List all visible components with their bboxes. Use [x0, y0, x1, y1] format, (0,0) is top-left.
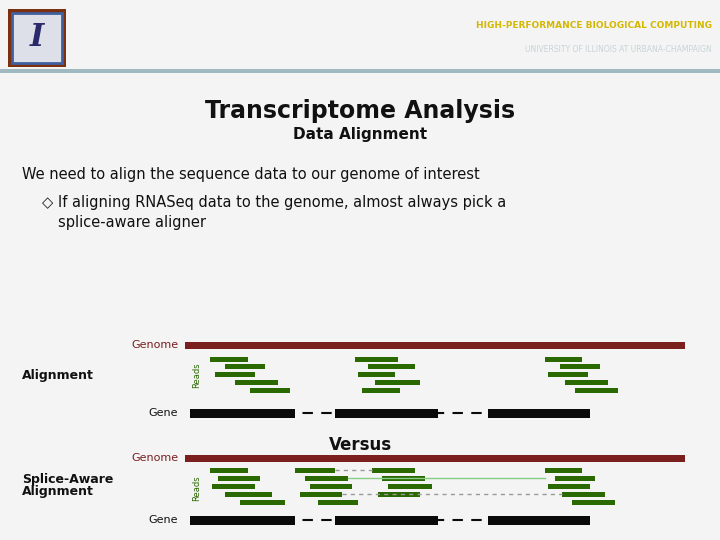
Bar	[545, 356, 582, 361]
Bar	[185, 341, 685, 348]
Text: Gene: Gene	[148, 515, 178, 525]
Bar	[218, 476, 260, 481]
Bar	[378, 491, 420, 496]
Text: Reads: Reads	[192, 362, 202, 388]
Bar	[575, 388, 618, 393]
Bar	[0, 69, 720, 73]
Bar	[555, 476, 595, 481]
Bar	[190, 516, 295, 524]
Text: If aligning RNASeq data to the genome, almost always pick a: If aligning RNASeq data to the genome, a…	[58, 195, 506, 211]
Bar	[562, 491, 605, 496]
Bar	[250, 388, 290, 393]
Text: HIGH-PERFORMANCE BIOLOGICAL COMPUTING: HIGH-PERFORMANCE BIOLOGICAL COMPUTING	[476, 21, 712, 30]
Bar	[375, 380, 420, 384]
Bar	[358, 372, 395, 376]
Bar	[235, 380, 278, 384]
Bar	[305, 476, 348, 481]
Text: UNIVERSITY OF ILLINOIS AT URBANA-CHAMPAIGN: UNIVERSITY OF ILLINOIS AT URBANA-CHAMPAI…	[526, 45, 712, 54]
Bar	[210, 468, 248, 472]
Text: splice-aware aligner: splice-aware aligner	[58, 215, 206, 231]
Bar	[335, 408, 438, 417]
Bar	[565, 380, 608, 384]
Bar	[545, 468, 582, 472]
Bar	[368, 363, 415, 368]
Bar	[560, 363, 600, 368]
Bar	[240, 500, 285, 504]
Bar	[335, 516, 438, 524]
Bar	[8, 9, 66, 67]
Bar	[362, 388, 400, 393]
Text: Versus: Versus	[328, 436, 392, 454]
Bar	[388, 483, 432, 489]
Bar	[12, 13, 62, 63]
Text: Transcriptome Analysis: Transcriptome Analysis	[205, 99, 515, 123]
Bar	[185, 455, 685, 462]
Text: Reads: Reads	[192, 475, 202, 501]
Bar	[300, 491, 342, 496]
Bar	[210, 356, 248, 361]
Bar	[572, 500, 615, 504]
Bar	[190, 408, 295, 417]
Bar	[215, 372, 255, 376]
Text: We need to align the sequence data to our genome of interest: We need to align the sequence data to ou…	[22, 167, 480, 183]
Text: I: I	[30, 23, 44, 53]
Text: Splice-Aware: Splice-Aware	[22, 474, 113, 487]
Bar	[318, 500, 358, 504]
Bar	[355, 356, 398, 361]
Text: Gene: Gene	[148, 408, 178, 418]
Bar	[372, 468, 415, 472]
Bar	[488, 408, 590, 417]
Bar	[225, 491, 272, 496]
Text: Genome: Genome	[131, 453, 178, 463]
Text: Alignment: Alignment	[22, 368, 94, 381]
Bar	[225, 363, 265, 368]
Text: Alignment: Alignment	[22, 485, 94, 498]
Text: Genome: Genome	[131, 340, 178, 350]
Bar	[212, 483, 255, 489]
Bar	[295, 468, 335, 472]
Bar	[310, 483, 352, 489]
Bar	[548, 372, 588, 376]
Bar	[548, 483, 590, 489]
Bar	[382, 476, 425, 481]
Text: Data Alignment: Data Alignment	[293, 127, 427, 143]
Bar	[488, 516, 590, 524]
Text: ◇: ◇	[42, 195, 53, 211]
